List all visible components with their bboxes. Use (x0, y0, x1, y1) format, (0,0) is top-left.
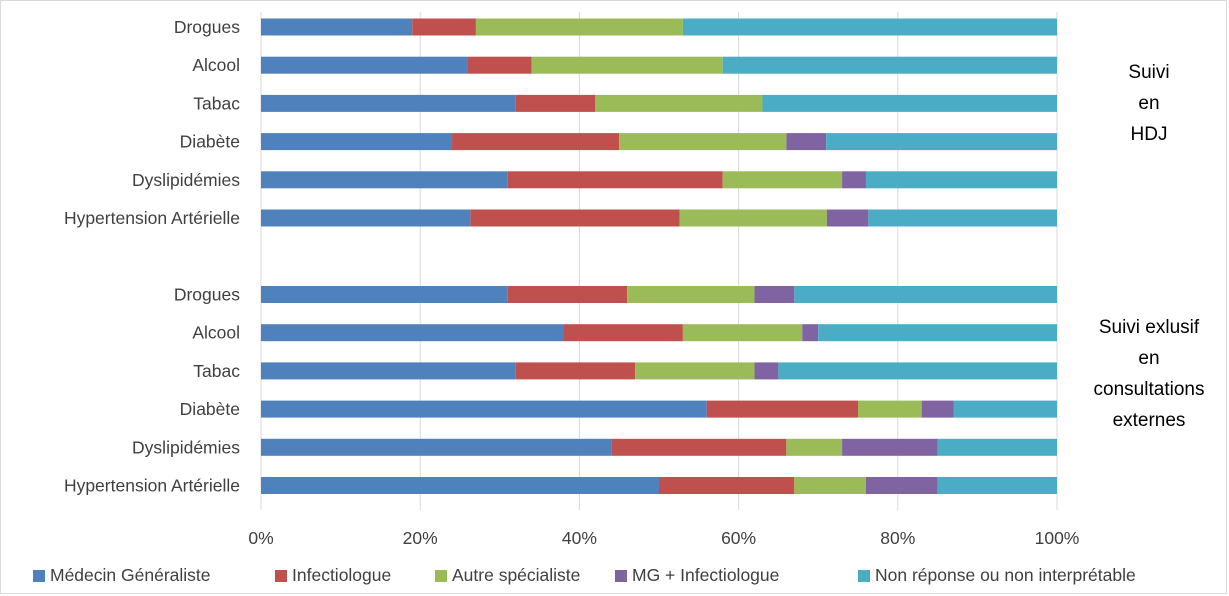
category-label: Tabac (193, 93, 240, 113)
bar-segment (921, 400, 954, 418)
bar-segment (470, 209, 680, 227)
category-label: Diabète (180, 399, 240, 419)
bar-segment (261, 324, 564, 342)
group-annotation: externes (1113, 410, 1186, 431)
group-annotation: Suivi (1128, 62, 1169, 83)
group-annotation: en (1138, 93, 1159, 114)
bar-segment (627, 286, 755, 303)
bar-segment (261, 400, 707, 418)
legend-label: Infectiologue (292, 565, 391, 585)
bar-segment (475, 18, 683, 36)
bar-segment (507, 286, 628, 303)
category-label: Diabète (180, 132, 240, 152)
bar-segment (754, 286, 795, 303)
bar-segment (865, 171, 1057, 189)
x-tick-label: 0% (248, 528, 273, 548)
legend-swatch (33, 570, 45, 582)
category-label: Tabac (193, 361, 240, 381)
legend-swatch (435, 570, 447, 582)
bar-segment (261, 362, 516, 380)
legend-label: Non réponse ou non interprétable (875, 565, 1136, 585)
bar-segment (786, 438, 843, 456)
bar-segment (762, 94, 1057, 112)
x-tick-label: 20% (403, 528, 438, 548)
bar-segment (659, 477, 795, 494)
bar-segment (842, 438, 938, 456)
legend-swatch (858, 570, 870, 582)
bar-segment (778, 362, 1057, 380)
bar-segment (937, 477, 1057, 494)
category-label: Drogues (174, 17, 240, 37)
bar-segment (794, 286, 1057, 303)
category-label: Alcool (192, 55, 240, 75)
bar-segment (619, 133, 787, 151)
bar-segment (611, 438, 787, 456)
bar-segment (531, 56, 723, 74)
bar-segment (412, 18, 476, 36)
legend-label: Médecin Généraliste (50, 565, 211, 585)
x-tick-label: 40% (562, 528, 597, 548)
legend-label: MG + Infectiologue (632, 565, 779, 585)
bar-segment (515, 362, 636, 380)
category-label: Dyslipidémies (132, 170, 240, 190)
bar-segment (261, 94, 516, 112)
category-label: Alcool (192, 323, 240, 343)
bar-segment (261, 477, 659, 494)
bar-segment (261, 286, 508, 303)
legend-label: Autre spécialiste (452, 565, 580, 585)
bar-segment (722, 56, 1057, 74)
bar-segment (682, 324, 803, 342)
category-label: Hypertension Artérielle (64, 208, 240, 228)
bar-segment (794, 477, 866, 494)
bar-segment (261, 209, 471, 227)
bar-segment (706, 400, 858, 418)
bar-segment (937, 438, 1057, 456)
bar-segment (563, 324, 683, 342)
category-label: Dyslipidémies (132, 437, 240, 457)
bar-segment (826, 209, 869, 227)
bar-segment (842, 171, 866, 189)
legend-swatch (275, 570, 287, 582)
x-tick-label: 60% (721, 528, 756, 548)
group-annotation: HDJ (1131, 124, 1168, 145)
bar-segment (261, 18, 413, 36)
legend-swatch (615, 570, 627, 582)
bar-segment (786, 133, 827, 151)
bar-segment (635, 362, 755, 380)
bar-segment (261, 438, 612, 456)
bar-segment (802, 324, 819, 342)
bar-segment (858, 400, 922, 418)
bar-segment (722, 171, 843, 189)
bar-segment (953, 400, 1057, 418)
group-annotation: Suivi exlusif (1099, 317, 1200, 338)
bar-segment (865, 477, 938, 494)
group-annotation: consultations (1094, 379, 1205, 400)
bar-segment (261, 171, 508, 189)
bar-segment (452, 133, 620, 151)
x-tick-label: 100% (1035, 528, 1080, 548)
bar-segment (682, 18, 1057, 36)
bar-segment (595, 94, 763, 112)
bar-segment (467, 56, 532, 74)
bar-segment (679, 209, 827, 227)
bar-segment (507, 171, 723, 189)
group-annotation: en (1138, 348, 1159, 369)
bar-segment (754, 362, 779, 380)
bar-segment (261, 56, 468, 74)
bar-segment (826, 133, 1057, 151)
x-tick-label: 80% (880, 528, 915, 548)
category-label: Hypertension Artérielle (64, 476, 240, 496)
bar-segment (261, 133, 453, 151)
bar-segment (818, 324, 1057, 342)
bar-segment (868, 209, 1057, 227)
category-label: Drogues (174, 285, 240, 305)
bar-segment (515, 94, 596, 112)
